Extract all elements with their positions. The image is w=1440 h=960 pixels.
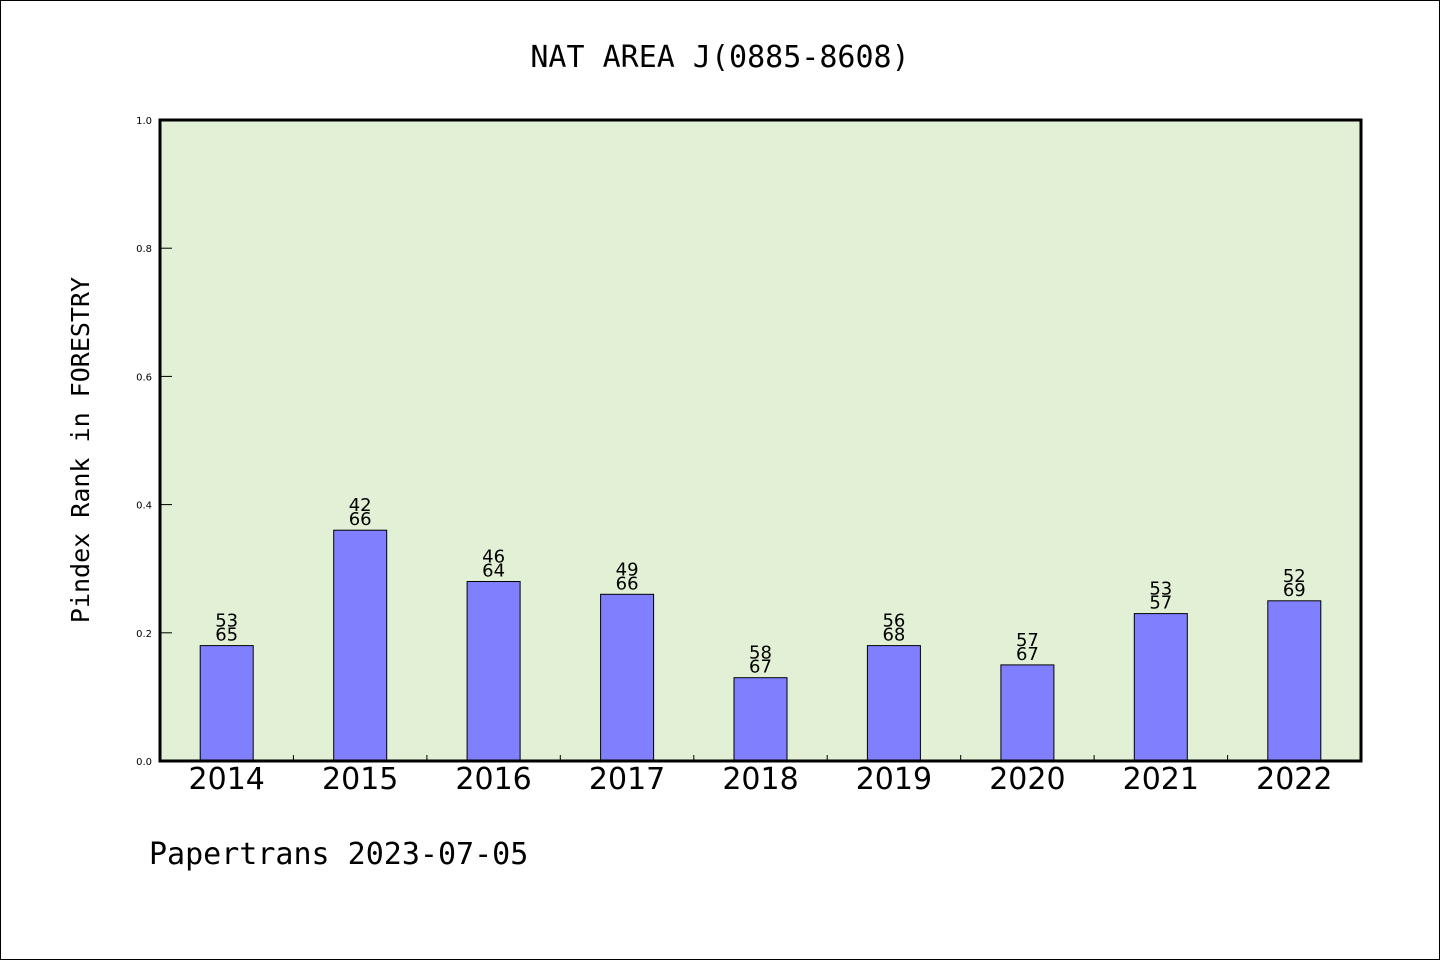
bar-label-bottom-2017: 66: [616, 573, 639, 594]
y-axis-label: Pindex Rank in FORESTRY: [66, 277, 95, 623]
x-tick-label-2019: 2019: [856, 762, 932, 797]
bar-label-top-2021: 53: [1149, 579, 1172, 600]
bar-label-top-2016: 46: [482, 547, 505, 568]
bar-label-top-2014: 53: [215, 611, 238, 632]
bar-label-top-2020: 57: [1016, 630, 1039, 651]
x-tick-label-2018: 2018: [722, 762, 798, 797]
bar-2019: [866, 645, 921, 762]
footer-credit: Papertrans 2023-07-05: [149, 837, 528, 872]
y-tick-label-0.2: 0.2: [136, 629, 152, 640]
bar-2015: [333, 529, 388, 762]
bars-group: [199, 529, 1322, 762]
bar-label-bottom-2016: 64: [482, 561, 505, 582]
y-tick-label-0.8: 0.8: [136, 244, 152, 255]
y-tick-label-0.4: 0.4: [136, 501, 152, 512]
x-tick-label-2020: 2020: [989, 762, 1065, 797]
plot-border: [158, 118, 1363, 763]
chart-title: NAT AREA J(0885-8608): [530, 40, 909, 75]
x-tick-label-2014: 2014: [189, 762, 265, 797]
bar-label-bottom-2020: 67: [1016, 644, 1039, 665]
x-tick-label-2017: 2017: [589, 762, 665, 797]
y-tick-label-0.0: 0.0: [136, 757, 152, 768]
bar-label-bottom-2014: 65: [215, 625, 238, 646]
bar-label-top-2017: 49: [616, 559, 639, 580]
x-tick-label-2021: 2021: [1123, 762, 1199, 797]
y-tick-label-0.6: 0.6: [136, 372, 152, 383]
y-tick-label-1.0: 1.0: [136, 116, 152, 127]
x-tick-label-2016: 2016: [455, 762, 531, 797]
bar-2014: [199, 645, 254, 762]
bar-2017: [600, 593, 655, 762]
x-ticks-group: 2014 2015 2016 2017 2018 2019 2020 2021 2022: [189, 755, 1332, 797]
bar-label-bottom-2019: 68: [882, 625, 905, 646]
bar-label-bottom-2021: 57: [1149, 593, 1172, 614]
bar-2016: [466, 581, 521, 762]
bar-label-bottom-2022: 69: [1283, 580, 1306, 601]
bar-2018: [733, 677, 788, 762]
bar-2020: [1000, 664, 1055, 762]
bar-2021: [1133, 613, 1188, 762]
x-tick-label-2022: 2022: [1256, 762, 1332, 797]
bar-2022: [1267, 600, 1322, 762]
bar-label-top-2015: 42: [349, 495, 372, 516]
bar-label-top-2022: 52: [1283, 566, 1306, 587]
bar-label-bottom-2018: 67: [749, 657, 772, 678]
bar-label-bottom-2015: 66: [349, 509, 372, 530]
bar-label-top-2018: 58: [749, 643, 772, 664]
bar-label-top-2019: 56: [882, 611, 905, 632]
x-tick-label-2015: 2015: [322, 762, 398, 797]
